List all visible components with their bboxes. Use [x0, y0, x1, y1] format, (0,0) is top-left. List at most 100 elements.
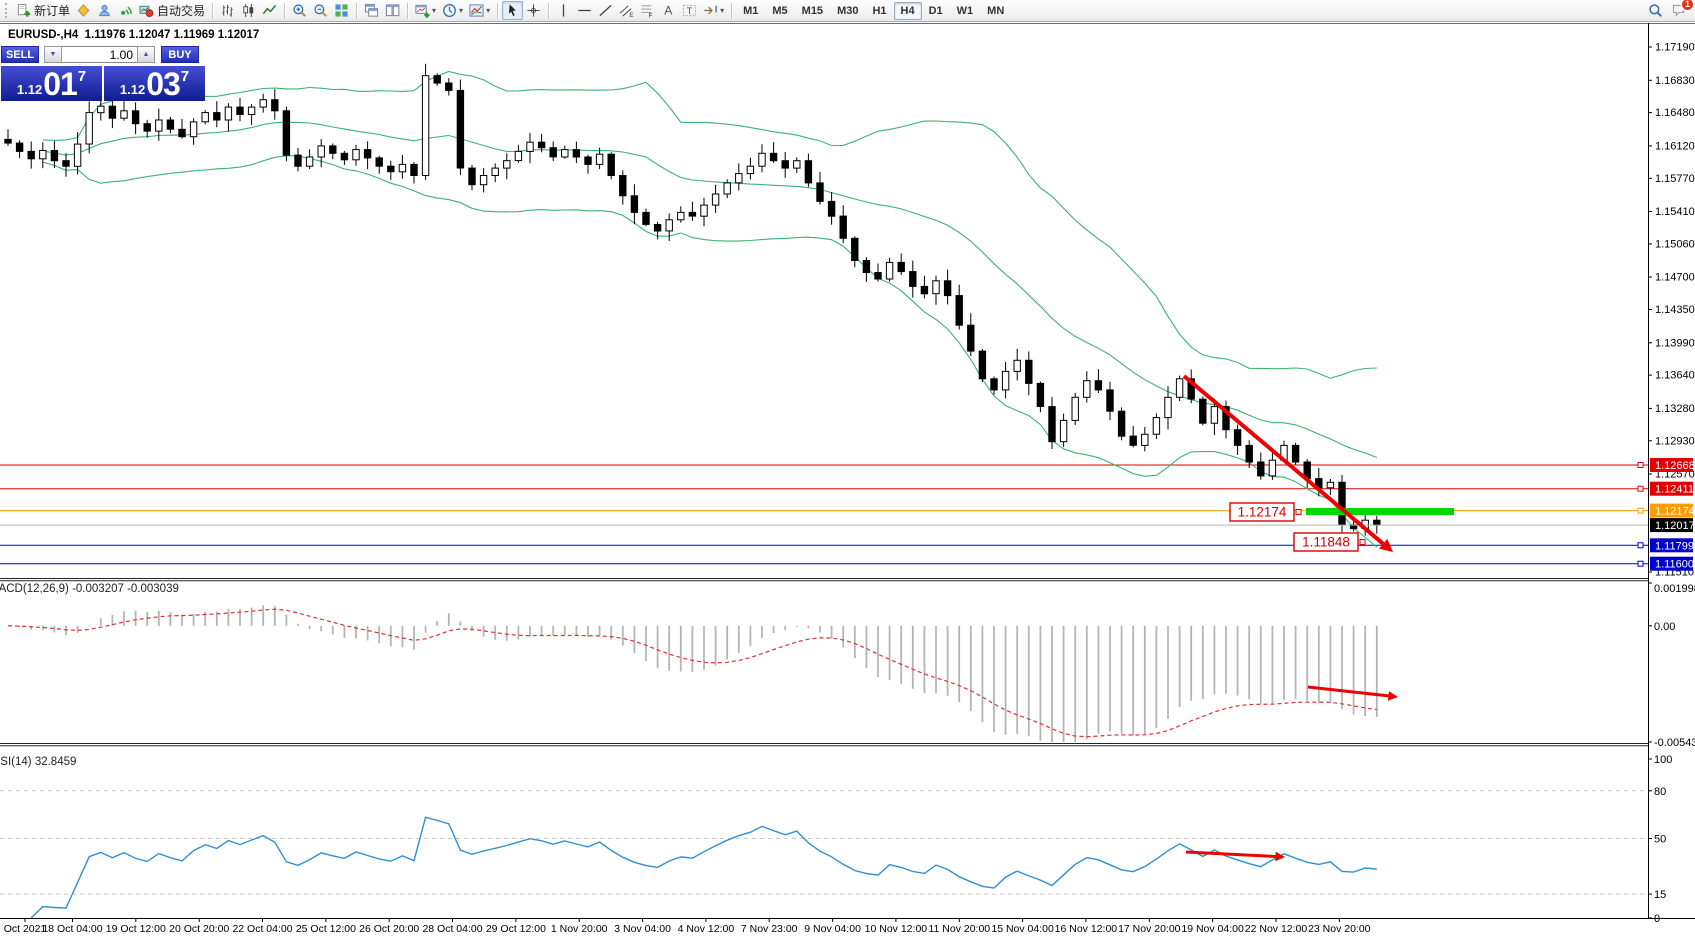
- timeframe-m30[interactable]: M30: [837, 4, 859, 17]
- timeframe-m15[interactable]: M15: [801, 4, 824, 17]
- macd-histogram: [18, 605, 1378, 742]
- chart-title: EURUSD-,H4 1.11976 1.12047 1.11969 1.120…: [8, 29, 260, 41]
- candle-chart-button[interactable]: [238, 1, 259, 20]
- svg-text:T: T: [687, 6, 693, 16]
- price-level-label: [1650, 481, 1693, 496]
- volume-increase-button[interactable]: ▲: [137, 46, 155, 63]
- community-button[interactable]: [94, 1, 115, 20]
- chart-background[interactable]: [0, 23, 1695, 937]
- svg-text:1.17190: 1.17190: [1655, 42, 1695, 54]
- vertical-line-button[interactable]: [553, 1, 574, 20]
- svg-text:16 Nov 12:00: 16 Nov 12:00: [1055, 923, 1118, 935]
- toolbar-grip[interactable]: [5, 3, 10, 18]
- horizontal-line-button[interactable]: [574, 1, 595, 20]
- rsi-line: [30, 816, 1377, 919]
- dropdown-caret-icon[interactable]: ▾: [486, 6, 491, 15]
- trendline-button[interactable]: [595, 1, 616, 20]
- templates-button[interactable]: ▾: [466, 1, 493, 20]
- sell-button[interactable]: SELL: [1, 46, 39, 63]
- trend-arrow[interactable]: [1182, 374, 1393, 552]
- svg-text:1 Nov 20:00: 1 Nov 20:00: [551, 923, 608, 935]
- rsi-arrow[interactable]: [1185, 850, 1285, 862]
- toolbar-separator: [731, 2, 733, 19]
- timeframe-w1[interactable]: W1: [956, 4, 974, 17]
- zoom-out-button[interactable]: [310, 1, 331, 20]
- period-icon: [443, 4, 457, 17]
- buy-button[interactable]: BUY: [161, 46, 199, 63]
- macd-arrow[interactable]: [1307, 685, 1398, 701]
- buy-price-sup: 7: [180, 68, 190, 85]
- dropdown-caret-icon[interactable]: ▾: [432, 6, 437, 15]
- dropdown-caret-icon[interactable]: ▾: [720, 6, 725, 15]
- svg-text:26 Oct 20:00: 26 Oct 20:00: [359, 923, 419, 935]
- svg-text:A: A: [664, 4, 673, 18]
- svg-text:1.16120: 1.16120: [1655, 140, 1695, 152]
- sell-price-box[interactable]: 1.12 01 7: [1, 66, 102, 101]
- crosshair-button[interactable]: [523, 1, 544, 20]
- toolbar-separator: [407, 2, 409, 19]
- alerts-button[interactable]: 1: [1668, 0, 1694, 20]
- new-chart-button[interactable]: ▾: [412, 1, 439, 20]
- cascade-windows-button[interactable]: [361, 1, 382, 20]
- svg-text:1.13280: 1.13280: [1655, 403, 1695, 415]
- svg-text:19 Nov 04:00: 19 Nov 04:00: [1181, 923, 1244, 935]
- svg-text:1.16480: 1.16480: [1655, 107, 1695, 119]
- toolbar: 新订单 自动交易 ▾ ▾ ▾ E F A T ▾ M1 M5 M15 M30 H1 H4 D1 W1 MN 1: [0, 0, 1695, 22]
- text-button[interactable]: A: [658, 1, 679, 20]
- price-tag-lower[interactable]: 1.11848: [1293, 532, 1366, 552]
- timeframe-m5[interactable]: M5: [772, 4, 788, 17]
- buy-price-big: 03: [146, 65, 181, 102]
- svg-text:0.001998: 0.001998: [1654, 583, 1695, 595]
- new-order-button[interactable]: 新订单: [13, 1, 73, 20]
- autotrade-button[interactable]: 自动交易: [136, 1, 208, 20]
- line-chart-icon: [262, 4, 277, 15]
- cursor-icon: [509, 4, 516, 16]
- label-button[interactable]: T: [679, 1, 700, 20]
- timeframe-d1[interactable]: D1: [928, 4, 943, 17]
- arrange-windows-button[interactable]: [382, 1, 403, 20]
- zoom-in-button[interactable]: [289, 1, 310, 20]
- svg-text:1.11848: 1.11848: [1302, 535, 1350, 550]
- signals-button[interactable]: [115, 1, 136, 20]
- svg-text:80: 80: [1654, 786, 1666, 798]
- search-button[interactable]: [1644, 1, 1666, 20]
- cascade-windows-icon: [364, 3, 379, 17]
- price-axis[interactable]: 1.17190 1.16830 1.16480 1.16120 1.15770 1.154…: [1637, 42, 1695, 579]
- community-icon: [99, 4, 110, 17]
- svg-text:1.15060: 1.15060: [1655, 238, 1695, 250]
- fibonacci-button[interactable]: F: [637, 1, 658, 20]
- hline-icon: [578, 9, 591, 12]
- timeframe-mn[interactable]: MN: [987, 4, 1005, 17]
- channel-icon: E: [619, 5, 633, 18]
- cursor-button[interactable]: [502, 1, 524, 20]
- svg-text:50: 50: [1654, 834, 1666, 846]
- buy-price-box[interactable]: 1.12 03 7: [104, 66, 205, 101]
- tile-windows-button[interactable]: [331, 1, 352, 20]
- market-watch-button[interactable]: [73, 1, 94, 20]
- bar-chart-button[interactable]: [217, 1, 238, 20]
- svg-text:18 Oct 04:00: 18 Oct 04:00: [42, 923, 102, 935]
- dropdown-caret-icon[interactable]: ▾: [459, 6, 464, 15]
- label-icon: T: [683, 4, 697, 17]
- autotrade-icon: [139, 5, 154, 17]
- svg-text:15 Nov 04:00: 15 Nov 04:00: [991, 923, 1054, 935]
- line-chart-button[interactable]: [259, 1, 280, 20]
- signal-icon: [121, 6, 132, 15]
- svg-text:3 Nov 04:00: 3 Nov 04:00: [614, 923, 671, 935]
- price-tag-upper[interactable]: 1.12174: [1229, 502, 1302, 522]
- profiles-button[interactable]: ▾: [439, 1, 466, 20]
- timeframe-h4[interactable]: H4: [893, 1, 922, 20]
- volume-input[interactable]: [62, 46, 137, 63]
- price-level-label: [1650, 458, 1693, 472]
- svg-text:22 Nov 12:00: 22 Nov 12:00: [1245, 923, 1308, 935]
- shapes-button[interactable]: ▾: [700, 1, 727, 20]
- volume-decrease-button[interactable]: ▼: [44, 46, 62, 63]
- timeframe-m1[interactable]: M1: [743, 4, 759, 17]
- candle-chart-icon: [243, 3, 254, 18]
- timeframe-h1[interactable]: H1: [872, 4, 887, 17]
- channel-button[interactable]: E: [616, 1, 637, 20]
- support-zone-bar[interactable]: [1306, 508, 1454, 515]
- buy-price-prefix: 1.12: [119, 82, 146, 97]
